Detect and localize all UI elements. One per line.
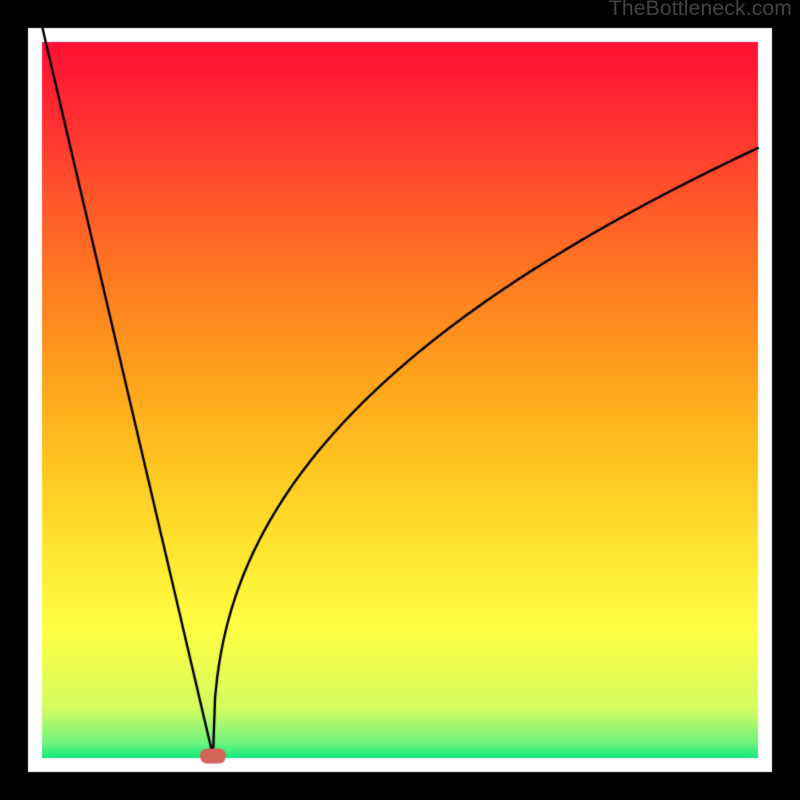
watermark-text: TheBottleneck.com [609,0,792,21]
bottleneck-chart [0,0,800,800]
